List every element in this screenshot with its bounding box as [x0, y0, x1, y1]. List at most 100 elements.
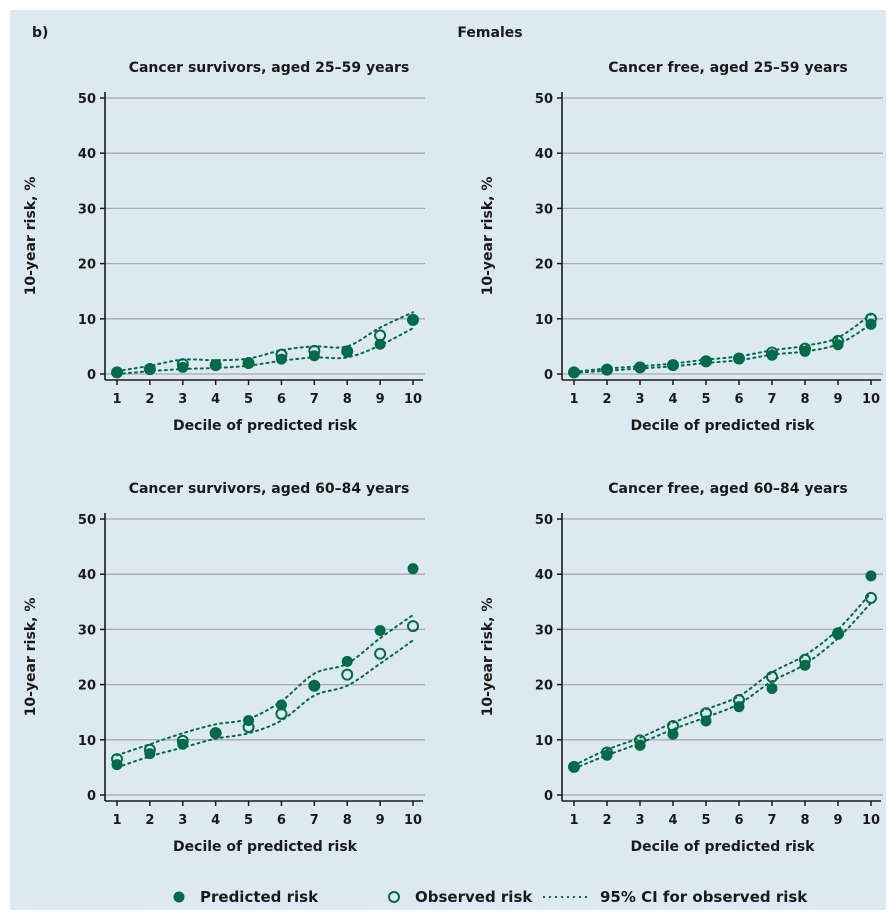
predicted-point: [700, 356, 712, 368]
x-tick-label: 5: [701, 813, 710, 828]
x-tick-label: 6: [734, 392, 743, 407]
predicted-point: [407, 563, 419, 575]
predicted-point: [341, 655, 353, 667]
x-tick-label: 10: [862, 813, 880, 828]
observed-point: [374, 647, 387, 660]
predicted-point: [766, 349, 778, 361]
x-tick-label: 7: [310, 392, 319, 407]
predicted-point: [634, 361, 646, 373]
x-tick-label: 2: [145, 392, 154, 407]
predicted-point: [374, 625, 386, 637]
x-tick-label: 4: [211, 813, 220, 828]
ci-upper-line: [116, 311, 414, 373]
y-tick-label: 50: [535, 513, 553, 528]
y-tick-label: 20: [78, 679, 96, 694]
chart-3: Cancer survivors, aged 60–84 years 0 10 20 3…: [23, 481, 425, 855]
x-tick-label: 2: [145, 813, 154, 828]
x-tick-label: 5: [244, 813, 253, 828]
predicted-point: [177, 361, 189, 373]
predicted-point: [144, 364, 156, 376]
observed-point: [341, 668, 354, 681]
y-tick-label: 50: [78, 92, 96, 107]
legend-ci-label: 95% CI for observed risk: [600, 888, 808, 906]
x-tick-label: 9: [376, 392, 385, 407]
predicted-point: [832, 627, 844, 639]
predicted-point: [634, 739, 646, 751]
predicted-point: [374, 338, 386, 350]
chart-title: Cancer survivors, aged 60–84 years: [129, 481, 410, 497]
x-tick-label: 7: [767, 813, 776, 828]
ci-lower-line: [116, 327, 414, 375]
y-tick-label: 20: [78, 258, 96, 273]
charts-group: Cancer survivors, aged 25–59 years010203…: [23, 60, 883, 855]
predicted-point: [210, 727, 222, 739]
x-axis-label: Decile of predicted risk: [173, 839, 358, 855]
predicted-point: [667, 359, 679, 371]
ci-upper-line: [573, 592, 872, 767]
predicted-point: [243, 357, 255, 369]
predicted-point: [407, 314, 419, 326]
legend-predicted-label: Predicted risk: [200, 888, 319, 906]
chart-2: Cancer free, aged 25–59 years 0 10 20 30 40 50…: [480, 60, 883, 434]
y-tick-label: 10: [78, 313, 96, 328]
predicted-point: [308, 350, 320, 362]
chart-1: Cancer survivors, aged 25–59 years 0 10 20 3…: [23, 60, 425, 434]
y-tick-label: 10: [535, 313, 553, 328]
x-tick-label: 1: [569, 392, 578, 407]
x-tick-label: 6: [277, 392, 286, 407]
x-tick-label: 5: [701, 392, 710, 407]
predicted-point: [177, 738, 189, 750]
predicted-point: [308, 680, 320, 692]
y-axis-label: 10-year risk, %: [23, 177, 39, 296]
predicted-point: [568, 761, 580, 773]
figure-title: Females: [457, 25, 522, 41]
x-tick-label: 6: [277, 813, 286, 828]
y-tick-label: 40: [78, 568, 96, 583]
x-tick-label: 8: [343, 813, 352, 828]
predicted-point: [601, 364, 613, 376]
predicted-point: [799, 659, 811, 671]
y-tick-label: 30: [78, 623, 96, 638]
ci-lower-line: [116, 639, 414, 769]
x-tick-label: 4: [668, 813, 677, 828]
figure-panel: b) Females Cancer survivors, aged 25–59 …: [10, 10, 886, 910]
observed-point: [766, 670, 778, 683]
x-axis-label: Decile of predicted risk: [631, 418, 816, 434]
x-tick-label: 7: [310, 813, 319, 828]
observed-point: [407, 620, 419, 633]
x-tick-label: 3: [635, 813, 644, 828]
chart-title: Cancer free, aged 25–59 years: [608, 60, 847, 76]
x-tick-label: 3: [178, 392, 187, 407]
x-tick-label: 9: [833, 392, 842, 407]
x-tick-label: 1: [112, 813, 121, 828]
y-axis-label: 10-year risk, %: [480, 598, 496, 717]
predicted-point: [568, 366, 580, 378]
predicted-point: [667, 728, 679, 740]
x-tick-label: 3: [178, 813, 187, 828]
predicted-point: [865, 570, 877, 582]
predicted-point: [144, 748, 156, 760]
chart-title: Cancer free, aged 60–84 years: [608, 481, 847, 497]
ci-upper-line: [573, 313, 872, 373]
predicted-point: [766, 682, 778, 694]
y-tick-label: 40: [535, 147, 553, 162]
predicted-point: [111, 759, 123, 771]
chart-4: Cancer free, aged 60–84 years 0 10 20 30 40 50…: [480, 481, 883, 855]
x-tick-label: 1: [569, 813, 578, 828]
y-tick-label: 10: [535, 734, 553, 749]
x-axis-label: Decile of predicted risk: [173, 418, 358, 434]
predicted-point: [275, 699, 287, 711]
x-tick-label: 10: [862, 392, 880, 407]
y-tick-label: 10: [78, 734, 96, 749]
predicted-point: [700, 715, 712, 727]
chart-title: Cancer survivors, aged 25–59 years: [129, 60, 410, 76]
y-tick-label: 0: [544, 789, 553, 804]
y-tick-label: 30: [535, 623, 553, 638]
x-tick-label: 6: [734, 813, 743, 828]
y-tick-label: 0: [544, 368, 553, 383]
predicted-point: [799, 345, 811, 357]
legend-observed-label: Observed risk: [415, 888, 533, 906]
x-tick-label: 2: [602, 813, 611, 828]
calibration-figure: b) Females Cancer survivors, aged 25–59 …: [23, 25, 883, 906]
x-tick-label: 5: [244, 392, 253, 407]
